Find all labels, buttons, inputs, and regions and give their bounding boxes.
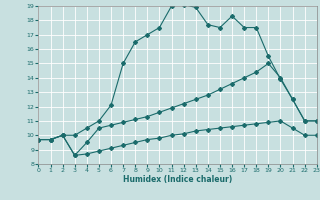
X-axis label: Humidex (Indice chaleur): Humidex (Indice chaleur): [123, 175, 232, 184]
